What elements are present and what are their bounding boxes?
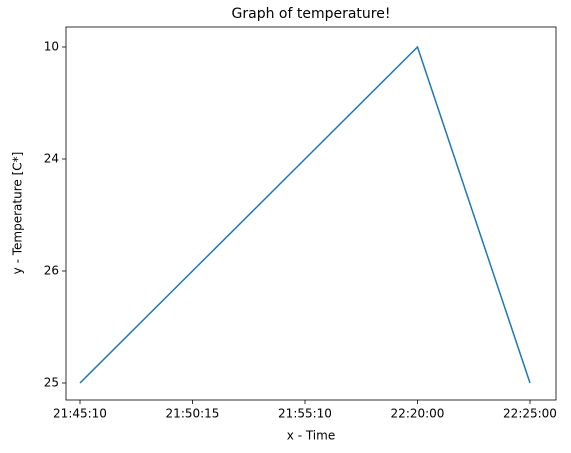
y-axis-label: y - Temperature [C*] [11,152,25,275]
chart-title: Graph of temperature! [232,6,391,22]
y-tick-label: 24 [44,152,59,166]
line-series [79,45,531,384]
y-tick-label: 26 [44,264,59,278]
x-tick-label: 22:25:00 [503,407,557,421]
y-tick-label: 10 [44,40,59,54]
x-tick-label: 22:20:00 [391,407,445,421]
axes-frame [65,26,557,401]
x-tick-label: 21:50:15 [166,407,220,421]
x-axis-label: x - Time [287,429,335,443]
y-tick-label: 25 [44,376,59,390]
x-tick-label: 21:55:10 [278,407,332,421]
x-tick-label: 21:45:10 [53,407,107,421]
